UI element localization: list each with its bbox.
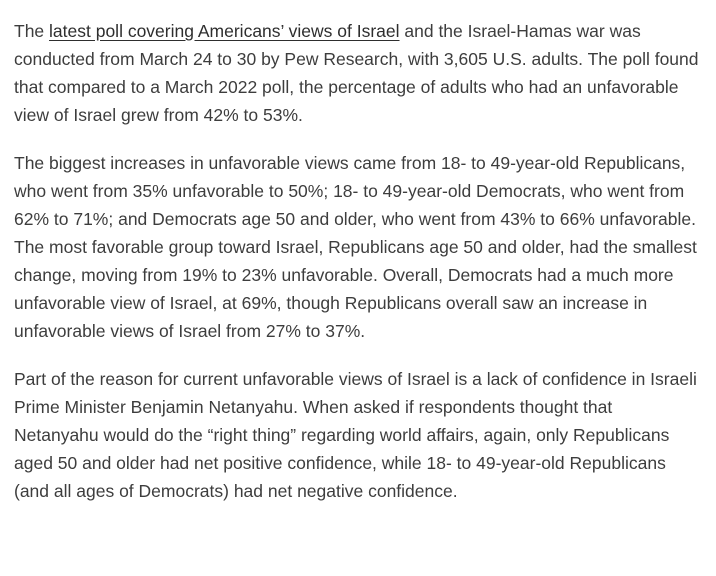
- paragraph-3: Part of the reason for current unfavorab…: [14, 369, 697, 501]
- poll-link[interactable]: latest poll covering Americans’ views of…: [49, 21, 400, 41]
- paragraph-2: The biggest increases in unfavorable vie…: [14, 153, 697, 341]
- article-body: The latest poll covering Americans’ view…: [14, 17, 700, 501]
- paragraph-1-text-before-link: The: [14, 21, 50, 41]
- paragraph-1: The latest poll covering Americans’ view…: [14, 17, 700, 129]
- paragraph-1-text-after-link: and the Israel-Hamas war was conducted f…: [14, 21, 699, 125]
